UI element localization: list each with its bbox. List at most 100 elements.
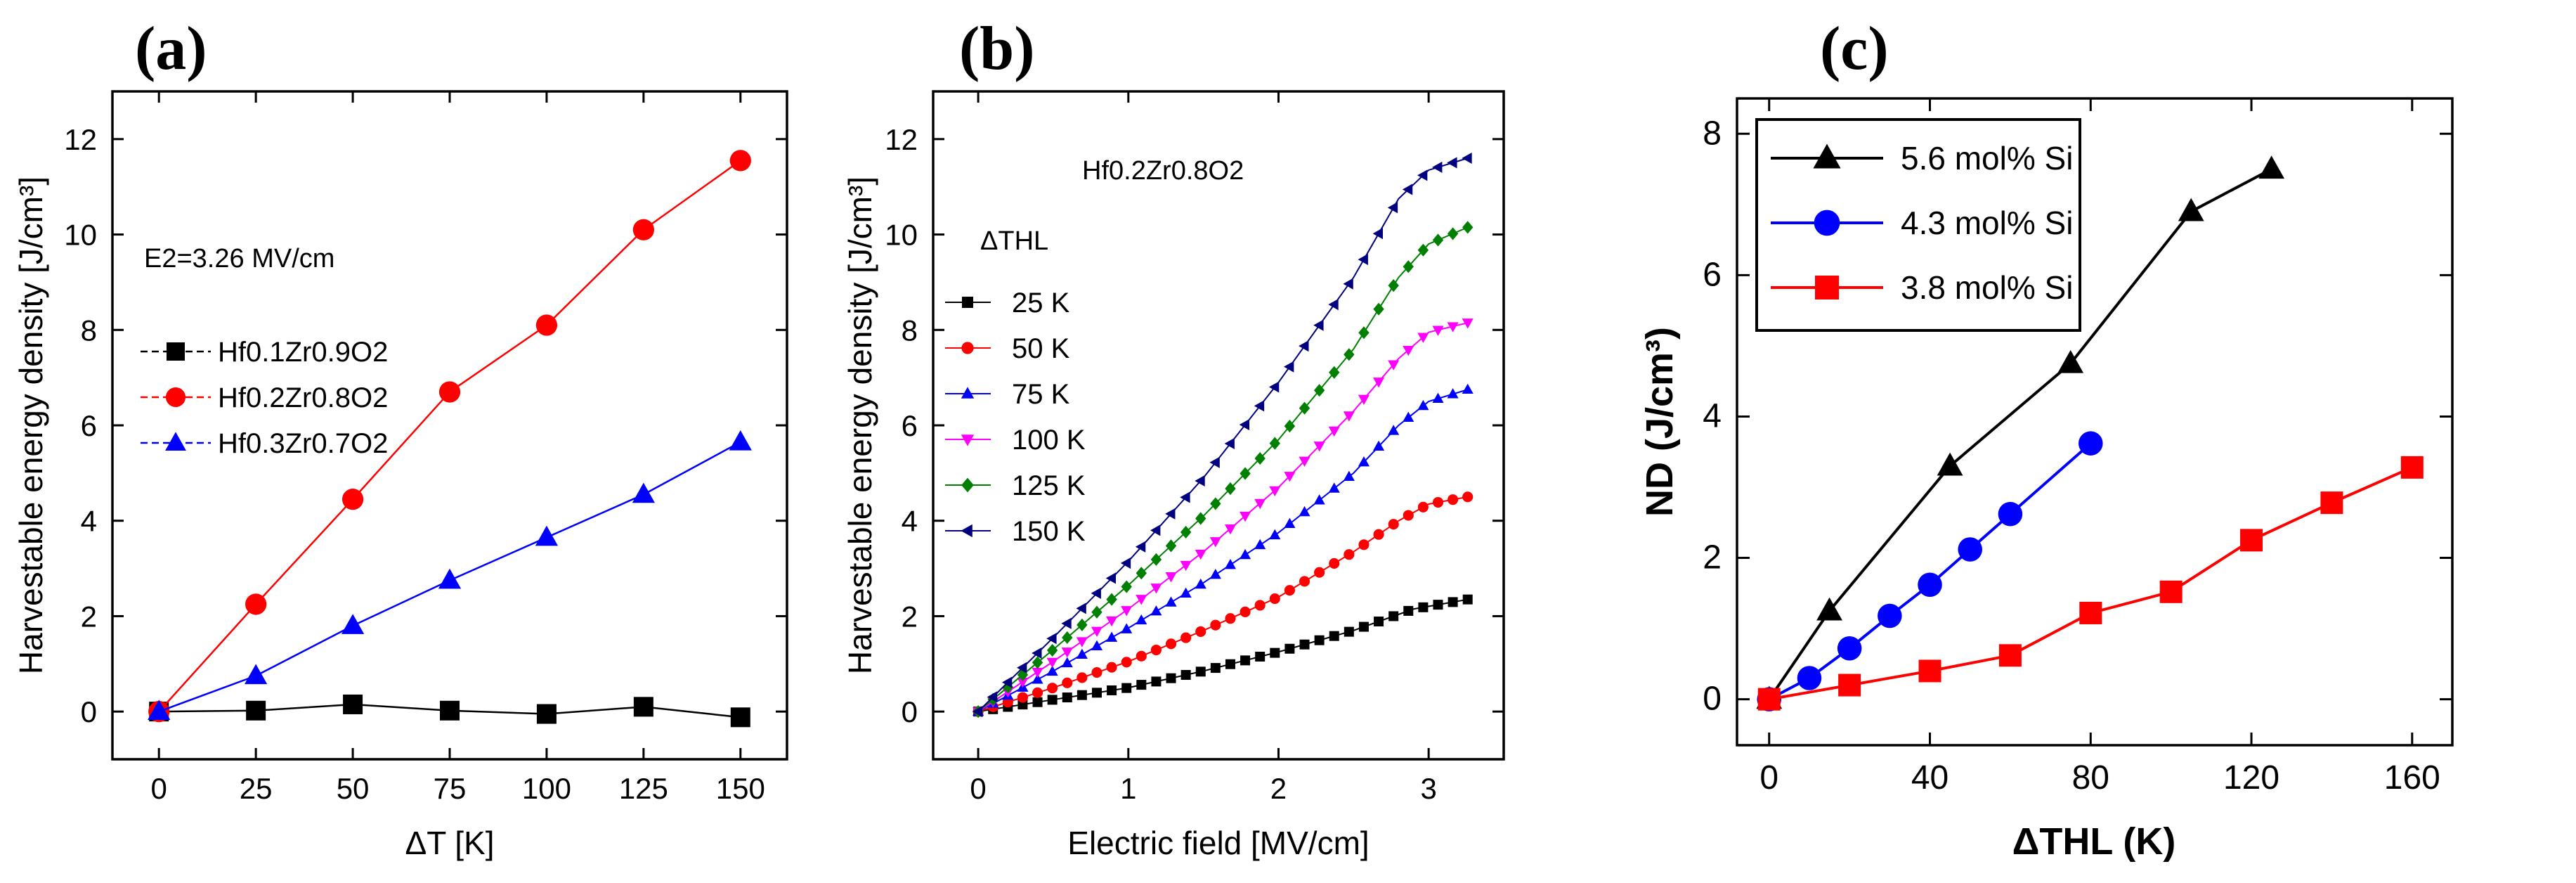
data-point bbox=[1284, 585, 1295, 596]
data-point bbox=[1388, 611, 1399, 621]
data-point bbox=[1017, 662, 1027, 673]
annotation-a: E2=3.26 MV/cm bbox=[144, 244, 334, 273]
series-group-b bbox=[972, 152, 1474, 718]
x-tick-label: 40 bbox=[1911, 759, 1949, 797]
data-point bbox=[2159, 580, 2183, 603]
legend-marker bbox=[961, 387, 975, 399]
data-point bbox=[1403, 260, 1414, 273]
data-point bbox=[1462, 221, 1474, 234]
data-point bbox=[1269, 529, 1281, 540]
x-axis-b: 0 1 2 3 bbox=[970, 91, 1437, 805]
panel-label-a: (a) bbox=[135, 15, 207, 83]
data-point bbox=[1135, 541, 1146, 553]
data-point bbox=[1344, 549, 1355, 560]
legend-entry: Hf0.1Zr0.9O2 bbox=[218, 337, 388, 368]
data-point bbox=[1150, 644, 1162, 656]
data-point bbox=[1448, 494, 1459, 505]
data-point bbox=[1047, 683, 1058, 694]
data-point bbox=[1313, 494, 1325, 505]
data-point bbox=[438, 568, 462, 589]
data-point bbox=[1225, 613, 1236, 624]
data-point bbox=[1091, 640, 1103, 650]
y-tick-label: 0 bbox=[1703, 681, 1722, 718]
x-tick-label: 150 bbox=[716, 772, 765, 805]
data-point bbox=[1757, 688, 1781, 711]
x-tick-label: 125 bbox=[619, 772, 668, 805]
y-tick-label: 2 bbox=[81, 600, 97, 633]
data-point bbox=[1462, 152, 1472, 165]
data-point bbox=[1224, 437, 1235, 450]
data-point bbox=[1313, 319, 1324, 331]
data-point bbox=[341, 614, 365, 634]
data-point bbox=[1136, 680, 1147, 690]
data-point bbox=[1418, 602, 1429, 612]
data-point bbox=[1076, 602, 1086, 614]
data-point bbox=[535, 525, 559, 546]
data-point bbox=[1462, 491, 1474, 503]
y-axis-a: 0 2 4 6 8 10 12 bbox=[64, 123, 787, 728]
data-point bbox=[1284, 472, 1296, 482]
legend-a: Hf0.1Zr0.9O2 Hf0.2Zr0.8O2 Hf0.3Zr0.7O2 bbox=[141, 337, 388, 459]
x-tick-label: 2 bbox=[1270, 772, 1287, 805]
data-point bbox=[1091, 605, 1102, 619]
data-point bbox=[1209, 537, 1221, 548]
data-point bbox=[1268, 381, 1280, 393]
data-point bbox=[1255, 652, 1266, 662]
data-point bbox=[1328, 426, 1340, 437]
data-point bbox=[729, 430, 752, 451]
data-point bbox=[1314, 635, 1325, 645]
data-point bbox=[1136, 650, 1147, 662]
y-tick-label: 10 bbox=[885, 219, 918, 252]
y-tick-label: 6 bbox=[1703, 256, 1722, 293]
data-point bbox=[1240, 548, 1251, 560]
data-point bbox=[1299, 639, 1310, 650]
data-point bbox=[1462, 318, 1474, 329]
data-point bbox=[1076, 637, 1088, 647]
data-point bbox=[1373, 378, 1385, 388]
legend-entry: 3.8 mol% Si bbox=[1901, 269, 2073, 306]
y-axis-c: 0 2 4 6 8 bbox=[1703, 115, 2452, 718]
data-point bbox=[1329, 366, 1340, 379]
data-point bbox=[1447, 227, 1459, 240]
data-point bbox=[1402, 183, 1413, 195]
data-point bbox=[1403, 605, 1414, 616]
data-point bbox=[1269, 593, 1280, 605]
data-point bbox=[1374, 617, 1384, 627]
data-point bbox=[1358, 621, 1369, 632]
data-point bbox=[1105, 572, 1117, 584]
data-point bbox=[1254, 539, 1266, 550]
legend-marker bbox=[961, 477, 974, 493]
data-point bbox=[1165, 638, 1177, 650]
chart-a: (a) 0 25 50 75 100 125 150 0 2 4 6 8 10 12 ΔT [K] Ha… bbox=[13, 15, 788, 861]
x-tick-label: 75 bbox=[434, 772, 467, 805]
x-tick-label: 0 bbox=[1759, 759, 1778, 797]
legend-marker bbox=[1814, 210, 1840, 236]
data-point bbox=[1343, 278, 1353, 290]
data-point bbox=[729, 150, 751, 172]
data-point bbox=[535, 314, 558, 336]
data-point bbox=[1918, 572, 1942, 598]
data-point bbox=[1372, 228, 1384, 240]
data-point bbox=[1358, 456, 1370, 467]
data-point bbox=[1106, 631, 1118, 642]
data-point bbox=[1240, 467, 1251, 480]
data-point bbox=[1121, 606, 1133, 617]
data-point bbox=[1180, 491, 1190, 503]
data-point bbox=[1032, 647, 1042, 659]
plot-frame-c bbox=[1736, 97, 2454, 747]
legend-entry: 50 K bbox=[1012, 333, 1070, 364]
data-point bbox=[440, 700, 460, 721]
data-point bbox=[1062, 631, 1073, 645]
data-point bbox=[1121, 683, 1132, 693]
data-point bbox=[1195, 475, 1205, 487]
data-point bbox=[1417, 243, 1429, 257]
data-point bbox=[1061, 617, 1072, 629]
data-point bbox=[1937, 452, 1963, 476]
x-tick-label: 3 bbox=[1420, 772, 1436, 805]
data-point bbox=[1299, 505, 1310, 517]
data-point bbox=[1046, 633, 1057, 645]
data-point bbox=[1462, 383, 1474, 394]
series-line bbox=[1768, 167, 2272, 700]
y-tick-label: 0 bbox=[81, 695, 97, 728]
